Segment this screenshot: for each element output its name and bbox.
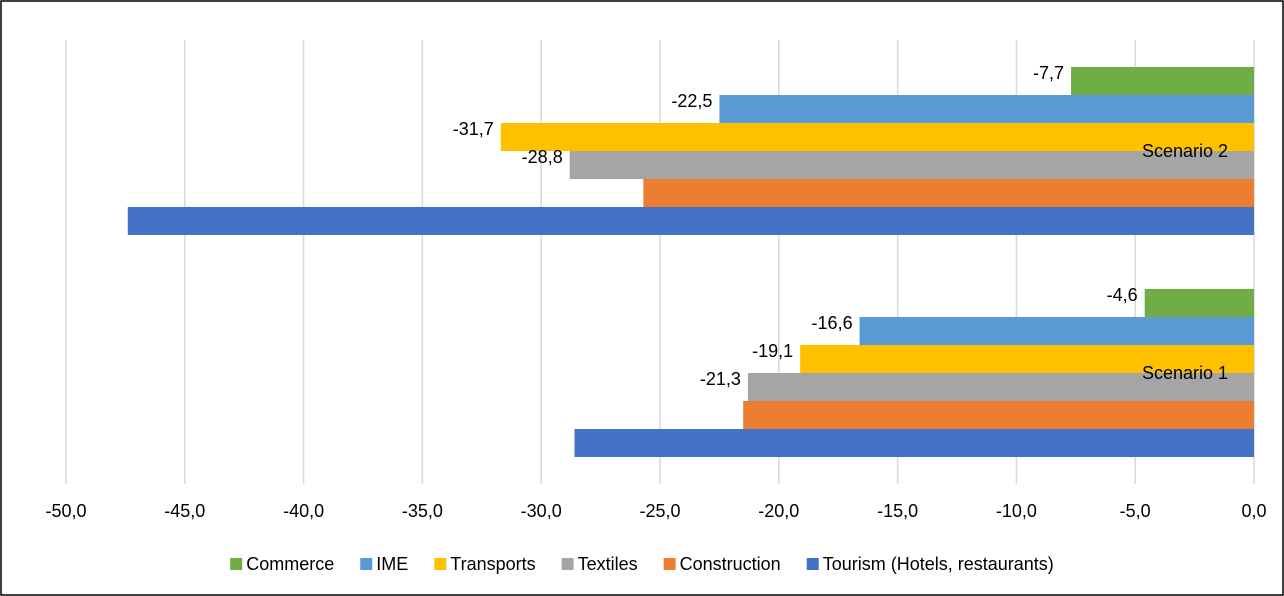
legend-swatch [561,558,574,570]
x-tick-label: 0,0 [1241,501,1266,521]
x-tick-label: -50,0 [45,501,86,521]
legend-label: Tourism (Hotels, restaurants) [823,554,1054,574]
data-label: -22,5 [671,91,712,111]
category-label: Scenario 2 [1142,141,1228,161]
x-tick-label: -20,0 [758,501,799,521]
bar [743,401,1254,429]
legend-label: Textiles [578,554,638,574]
data-label: -16,6 [812,313,853,333]
data-label: -7,7 [1033,63,1064,83]
legend-label: Commerce [246,554,334,574]
x-tick-label: -25,0 [639,501,680,521]
bar [500,123,1255,151]
data-label: -4,6 [1107,285,1138,305]
bar [574,429,1254,457]
legend-label: IME [376,554,408,574]
legend-label: Construction [680,554,781,574]
data-label: -21,3 [700,369,741,389]
legend-swatch [360,558,373,570]
bar [719,95,1254,123]
bar [1071,67,1254,95]
legend-swatch [663,558,676,570]
data-label: -28,8 [522,147,563,167]
bar [1144,289,1254,317]
x-tick-label: -35,0 [402,501,443,521]
legend-label: Transports [450,554,535,574]
legend-swatch [230,558,243,570]
legend-swatch [434,558,447,570]
x-tick-label: -15,0 [877,501,918,521]
bar [800,345,1254,373]
legend-swatch [806,558,819,570]
x-tick-label: -10,0 [996,501,1037,521]
x-tick-label: -45,0 [164,501,205,521]
bar [747,373,1254,401]
x-tick-label: -5,0 [1120,501,1151,521]
category-label: Scenario 1 [1142,363,1228,383]
x-tick-label: -40,0 [283,501,324,521]
bar [569,151,1254,179]
data-label: -19,1 [752,341,793,361]
bar [127,207,1254,235]
bar [859,317,1254,345]
data-label: -31,7 [453,119,494,139]
bar [643,179,1254,207]
x-tick-label: -30,0 [521,501,562,521]
